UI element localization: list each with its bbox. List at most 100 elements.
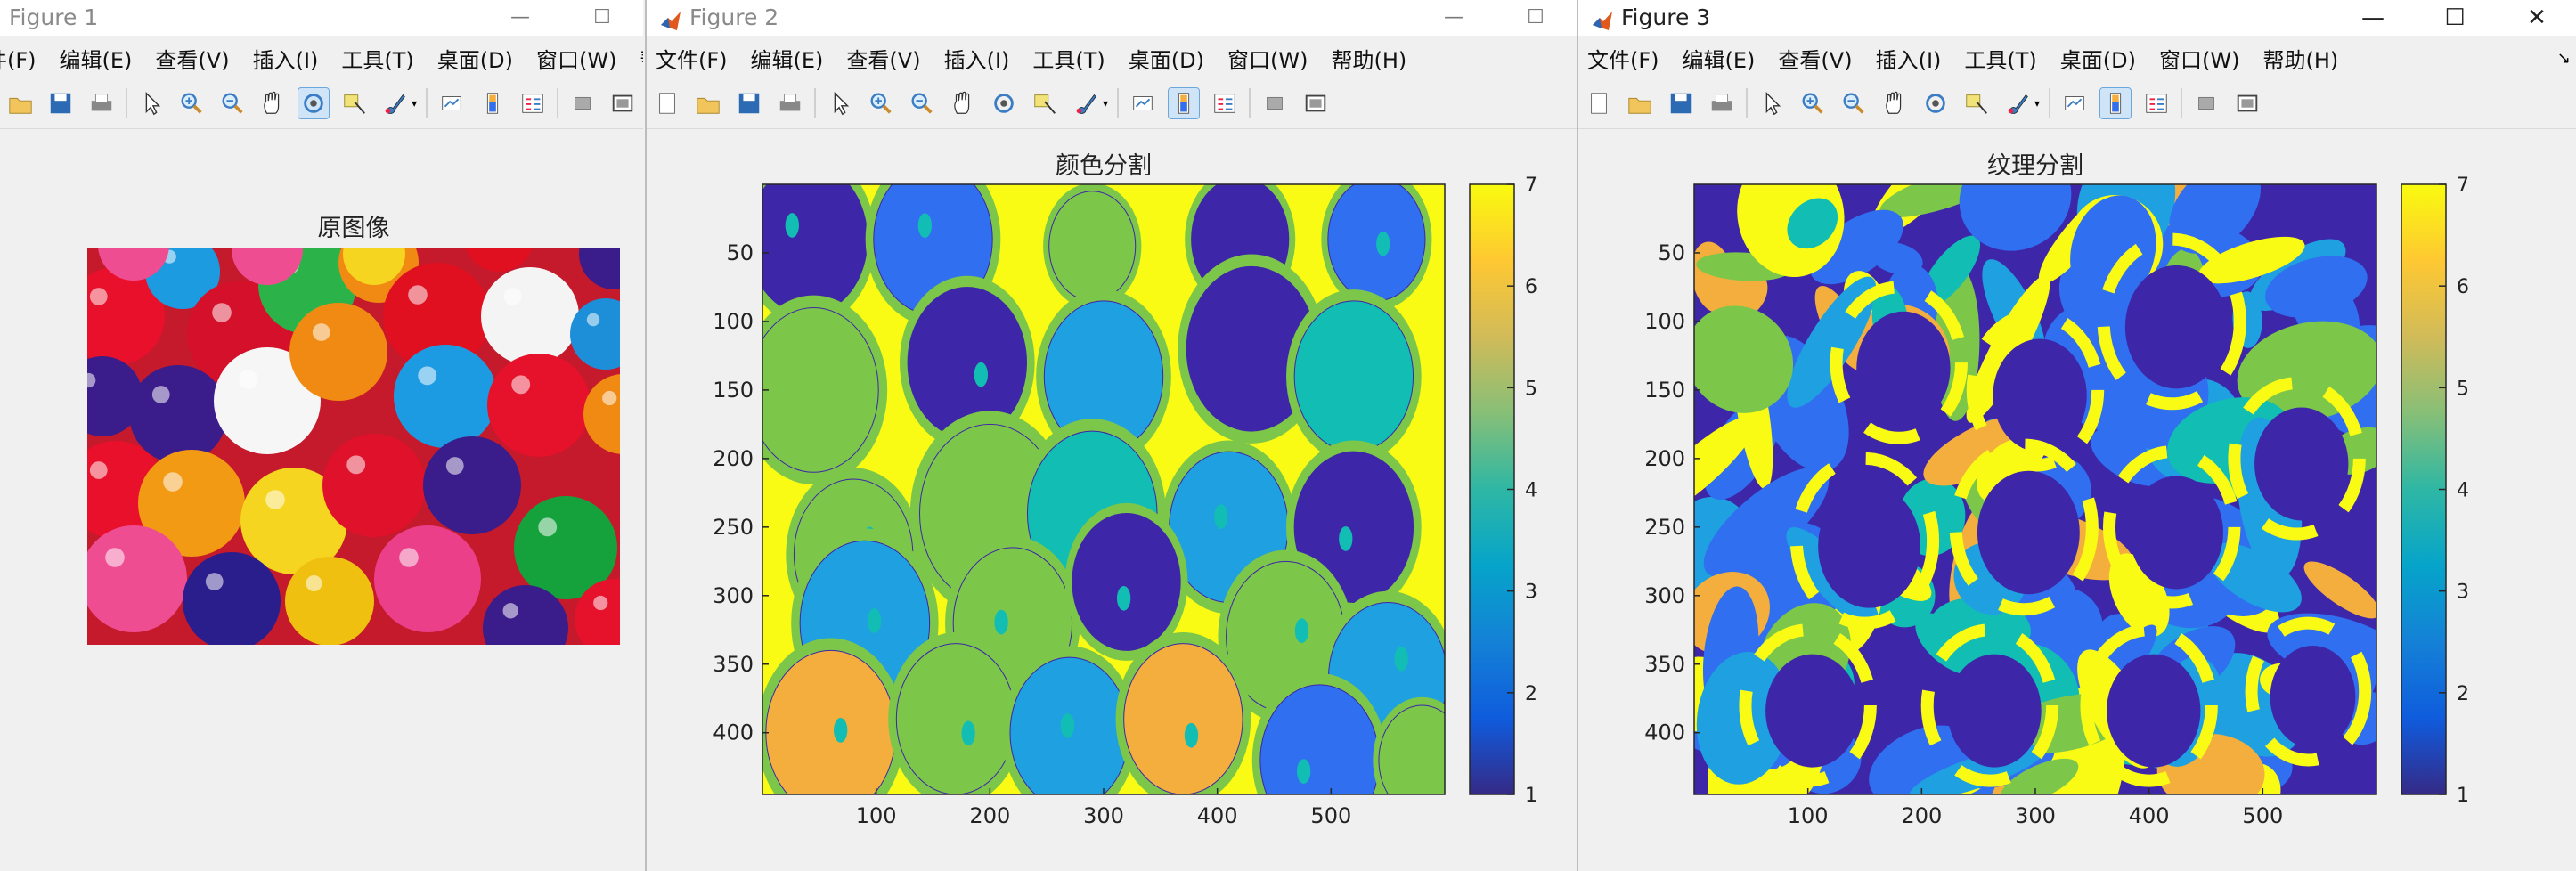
legend-icon[interactable] — [2141, 88, 2172, 118]
pan-hand-icon[interactable] — [1879, 88, 1910, 118]
select-arrow-icon[interactable] — [1757, 88, 1787, 118]
segmentation-image[interactable] — [740, 152, 1471, 847]
menu-insert[interactable]: 插入(I) — [943, 47, 1010, 73]
menu-tools[interactable]: 工具(T) — [341, 47, 414, 73]
gumball-highlight — [538, 517, 558, 537]
close-button[interactable]: ✕ — [2527, 4, 2547, 31]
menu-file[interactable]: 件(F) — [0, 47, 37, 73]
colorbar[interactable] — [1469, 183, 1515, 795]
menu-edit[interactable]: 编辑(E) — [750, 47, 824, 73]
hide-plot-tools-icon[interactable] — [1259, 88, 1290, 118]
colorbar-icon[interactable] — [2099, 87, 2132, 119]
brush-icon[interactable] — [379, 88, 410, 118]
pan-hand-icon[interactable] — [258, 88, 289, 118]
save-icon[interactable] — [1666, 88, 1696, 118]
colorbar[interactable] — [2401, 183, 2447, 795]
select-arrow-icon[interactable] — [136, 88, 167, 118]
print-icon[interactable] — [775, 88, 805, 118]
dock-arrow-icon[interactable]: ↘ — [2556, 48, 2571, 68]
new-figure-icon[interactable] — [1584, 88, 1614, 118]
brush-icon[interactable] — [1071, 88, 1101, 118]
rotate-3d-icon[interactable] — [989, 88, 1019, 118]
menu-view[interactable]: 查看(V) — [155, 47, 230, 73]
menu-tools[interactable]: 工具(T) — [1032, 47, 1105, 73]
colorbar-icon[interactable] — [1168, 87, 1201, 119]
hide-plot-tools-icon[interactable] — [567, 88, 598, 118]
open-file-icon[interactable] — [1625, 88, 1655, 118]
menu-file[interactable]: 文件(F) — [656, 47, 728, 73]
menu-desktop[interactable]: 桌面(D) — [1128, 47, 1204, 73]
data-cursor-icon[interactable] — [339, 88, 370, 118]
segment-ring — [1949, 438, 2099, 616]
pan-hand-icon[interactable] — [948, 88, 978, 118]
menu-file[interactable]: 文件(F) — [1587, 47, 1659, 73]
menu-window[interactable]: 窗口(W) — [536, 47, 617, 73]
menu-window[interactable]: 窗口(W) — [1227, 47, 1308, 73]
save-icon[interactable] — [46, 88, 77, 118]
data-cursor-icon[interactable] — [1961, 88, 1992, 118]
link-plot-icon[interactable] — [1128, 88, 1158, 118]
minimize-button[interactable]: — — [510, 6, 530, 28]
legend-icon[interactable] — [518, 88, 548, 118]
menu-insert[interactable]: 插入(I) — [1875, 47, 1942, 73]
zoom-out-icon[interactable] — [907, 88, 937, 118]
title-bar[interactable]: Figure 1 — ☐ — [0, 0, 643, 36]
figure-plot: 颜色分割 50 100 150 200 250 300 350 400 100 200 300 400 5… — [713, 152, 1537, 847]
menu-edit[interactable]: 编辑(E) — [59, 47, 133, 73]
segment-ring — [2080, 623, 2218, 787]
zoom-in-icon[interactable] — [176, 88, 207, 118]
link-plot-icon[interactable] — [436, 88, 467, 118]
colorbar-icon[interactable] — [477, 88, 508, 118]
data-cursor-icon[interactable] — [1030, 88, 1060, 118]
segmentation-image[interactable] — [1624, 129, 2444, 871]
menu-desktop[interactable]: 桌面(D) — [2059, 47, 2136, 73]
show-plot-tools-icon[interactable] — [2232, 88, 2262, 118]
minimize-button[interactable]: — — [2361, 4, 2384, 31]
menu-help[interactable]: 帮助(H) — [631, 43, 643, 74]
legend-icon[interactable] — [1210, 88, 1240, 118]
save-icon[interactable] — [734, 88, 764, 118]
zoom-in-icon[interactable] — [866, 88, 896, 118]
zoom-out-icon[interactable] — [217, 88, 248, 118]
rotate-3d-icon[interactable] — [1920, 88, 1951, 118]
menu-desktop[interactable]: 桌面(D) — [436, 47, 513, 73]
zoom-out-icon[interactable] — [1838, 88, 1869, 118]
print-icon[interactable] — [86, 88, 117, 118]
xtick-label: 300 — [1083, 803, 1124, 828]
title-bar[interactable]: Figure 2 — ☐ — [647, 0, 1577, 36]
segment-region — [1818, 484, 1921, 608]
show-plot-tools-icon[interactable] — [608, 88, 639, 118]
gumball-highlight — [239, 370, 258, 389]
maximize-button[interactable]: ☐ — [593, 6, 611, 28]
menu-window[interactable]: 窗口(W) — [2159, 47, 2240, 73]
segment-region — [2265, 256, 2368, 318]
brush-dropdown-icon[interactable]: ▾ — [2034, 97, 2041, 110]
menu-help[interactable]: 帮助(H) — [1331, 47, 1407, 73]
rotate-3d-icon[interactable] — [298, 87, 330, 119]
show-plot-tools-icon[interactable] — [1300, 88, 1331, 118]
link-plot-icon[interactable] — [2059, 88, 2090, 118]
menu-insert[interactable]: 插入(I) — [252, 47, 319, 73]
print-icon[interactable] — [1707, 88, 1737, 118]
minimize-button[interactable]: — — [1444, 6, 1463, 28]
menu-tools[interactable]: 工具(T) — [1964, 47, 2037, 73]
maximize-button[interactable]: ☐ — [2444, 4, 2466, 31]
original-image[interactable] — [62, 200, 643, 671]
open-file-icon[interactable] — [693, 88, 723, 118]
gumball-highlight — [503, 288, 522, 305]
new-figure-icon[interactable] — [652, 88, 682, 118]
ytick-label: 150 — [1644, 378, 1685, 403]
brush-dropdown-icon[interactable]: ▾ — [412, 97, 418, 110]
menu-view[interactable]: 查看(V) — [1778, 47, 1853, 73]
menu-edit[interactable]: 编辑(E) — [1682, 47, 1756, 73]
open-file-icon[interactable] — [5, 88, 36, 118]
hide-plot-tools-icon[interactable] — [2191, 88, 2221, 118]
title-bar[interactable]: Figure 3 — ☐ ✕ — [1578, 0, 2576, 36]
brush-icon[interactable] — [2002, 88, 2033, 118]
menu-help[interactable]: 帮助(H) — [2262, 47, 2339, 73]
menu-view[interactable]: 查看(V) — [846, 47, 921, 73]
maximize-button[interactable]: ☐ — [1527, 6, 1545, 28]
brush-dropdown-icon[interactable]: ▾ — [1103, 97, 1109, 110]
zoom-in-icon[interactable] — [1797, 88, 1828, 118]
select-arrow-icon[interactable] — [825, 88, 855, 118]
